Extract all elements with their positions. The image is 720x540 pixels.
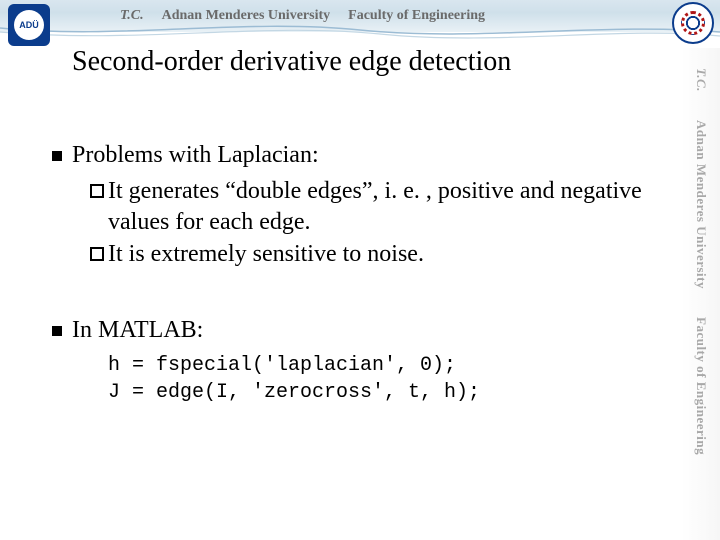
banner-faculty: Faculty of Engineering (348, 8, 485, 24)
side-tc: T.C. (693, 68, 709, 92)
square-bullet-icon (52, 326, 62, 336)
slide-title: Second-order derivative edge detection (72, 46, 511, 78)
section1-item-0: It generates “double edges”, i. e. , pos… (108, 176, 660, 239)
code-line-1: J = edge(I, 'zerocross', t, h); (108, 381, 480, 404)
section1-heading: Problems with Laplacian: (72, 140, 319, 172)
code-block: h = fspecial('laplacian', 0); J = edge(I… (108, 352, 660, 406)
code-line-0: h = fspecial('laplacian', 0); (108, 354, 456, 377)
slide: T.C. Adnan Menderes University Faculty o… (0, 0, 720, 540)
top-banner: T.C. Adnan Menderes University Faculty o… (0, 0, 720, 32)
bullet-level1: In MATLAB: (52, 315, 660, 347)
hollow-square-bullet-icon (90, 184, 104, 198)
university-logo-left: ADÜ (8, 4, 50, 46)
side-faculty: Faculty of Engineering (693, 317, 709, 455)
hollow-square-bullet-icon (90, 247, 104, 261)
section1-items: It generates “double edges”, i. e. , pos… (90, 176, 660, 271)
square-bullet-icon (52, 151, 62, 161)
bullet-level2: It generates “double edges”, i. e. , pos… (90, 176, 660, 239)
slide-content: Problems with Laplacian: It generates “d… (52, 140, 660, 406)
banner-university: Adnan Menderes University (162, 8, 331, 24)
section2-heading: In MATLAB: (72, 315, 203, 347)
bullet-level1: Problems with Laplacian: (52, 140, 660, 172)
side-university: Adnan Menderes University (693, 120, 709, 289)
faculty-logo-right (672, 2, 714, 44)
side-banner: T.C. Adnan Menderes University Faculty o… (682, 48, 720, 540)
bullet-level2: It is extremely sensitive to noise. (90, 239, 660, 271)
university-logo-left-text: ADÜ (14, 10, 44, 40)
banner-tc: T.C. (120, 8, 144, 24)
section1-item-1: It is extremely sensitive to noise. (108, 239, 424, 271)
gear-icon (681, 11, 705, 35)
